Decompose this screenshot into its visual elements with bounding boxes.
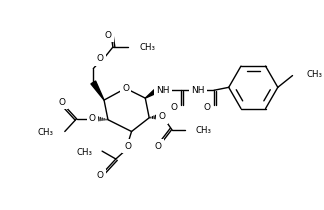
Text: O: O [104,31,111,40]
Text: O: O [124,142,131,151]
Text: O: O [170,104,177,112]
Text: O: O [122,84,129,93]
Text: O: O [58,98,65,106]
Text: O: O [155,142,162,151]
Text: O: O [97,54,104,63]
Text: CH₃: CH₃ [306,70,322,79]
Text: NH: NH [156,86,170,95]
Text: O: O [158,112,166,121]
Polygon shape [91,81,104,100]
Text: O: O [89,114,96,123]
Text: CH₃: CH₃ [195,126,211,135]
Text: CH₃: CH₃ [76,148,92,157]
Text: CH₃: CH₃ [37,128,53,137]
Text: NH: NH [191,86,205,95]
Text: O: O [203,104,211,112]
Text: O: O [97,171,104,180]
Text: CH₃: CH₃ [139,43,156,52]
Polygon shape [145,88,158,98]
